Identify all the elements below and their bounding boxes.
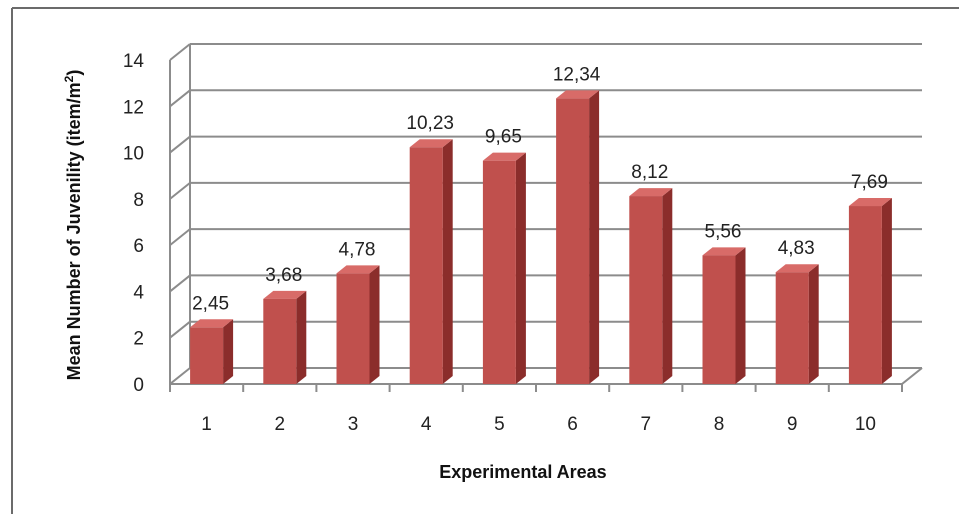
- data-label-2: 3,68: [265, 265, 302, 286]
- bar-top-8: [702, 247, 746, 256]
- bar-top-7: [629, 188, 673, 197]
- grid-connector-0: [169, 367, 191, 385]
- x-tick-label-5: 5: [494, 414, 505, 435]
- y-tick-label: 2: [133, 329, 144, 350]
- bar-2: [263, 298, 297, 384]
- bar-7: [629, 196, 663, 384]
- x-tick-label-7: 7: [641, 414, 652, 435]
- bar-side-3: [369, 265, 380, 384]
- y-tick-label: 14: [123, 51, 145, 72]
- data-label-3: 4,78: [339, 239, 376, 260]
- bar-side-7: [662, 188, 673, 384]
- data-label-1: 2,45: [192, 293, 229, 314]
- grid-connector-6: [169, 228, 191, 246]
- grid-connector-14: [169, 43, 191, 61]
- grid-connector-12: [169, 89, 191, 108]
- y-axis-title-close: ): [64, 70, 84, 76]
- x-tick-label-10: 10: [855, 414, 876, 435]
- data-labels: 2,45 3,68 4,78 10,23 9,65 12,34 8,12 5,56 4,83 7,…: [192, 64, 888, 314]
- y-tick-label: 10: [123, 144, 144, 165]
- data-label-7: 8,12: [631, 162, 668, 183]
- bar-top-6: [556, 90, 600, 99]
- grid-connector-4: [169, 274, 191, 293]
- bar-9: [775, 272, 809, 384]
- data-label-6: 12,34: [553, 64, 601, 85]
- bar-side-9: [808, 264, 819, 384]
- bar-side-5: [515, 152, 526, 384]
- grid-connector-8: [169, 182, 191, 200]
- bar-5: [482, 160, 516, 384]
- data-label-5: 9,65: [485, 127, 522, 148]
- data-label-4: 10,23: [406, 113, 454, 134]
- x-axis-title: Experimental Areas: [439, 462, 606, 482]
- x-tick-label-4: 4: [421, 414, 432, 435]
- y-axis-title: Mean Number of Juvenility (item/m2): [62, 70, 84, 381]
- bar-top-5: [482, 152, 526, 161]
- bar-top-2: [263, 290, 307, 299]
- bar-top-3: [336, 265, 380, 274]
- data-label-10: 7,69: [851, 172, 888, 193]
- bar-8: [702, 255, 736, 384]
- y-tick-label: 4: [133, 282, 144, 303]
- x-tick-label-1: 1: [201, 414, 212, 435]
- bar-side-8: [735, 247, 746, 384]
- data-label-9: 4,83: [778, 238, 815, 259]
- bar-4: [409, 147, 443, 384]
- bar-side-6: [589, 90, 600, 384]
- y-tick-label: 12: [123, 97, 144, 118]
- grid-connector-10: [169, 135, 191, 154]
- bar-1: [190, 327, 224, 384]
- data-label-8: 5,56: [705, 221, 742, 242]
- bar-top-9: [775, 264, 819, 273]
- bar-3: [336, 273, 370, 384]
- x-tick-label-6: 6: [567, 414, 578, 435]
- y-tick-label: 8: [133, 190, 144, 211]
- bar-top-1: [190, 319, 234, 328]
- y-tick-label: 0: [133, 375, 144, 396]
- bar-side-10: [881, 198, 892, 384]
- x-tick-label-3: 3: [348, 414, 359, 435]
- bar-side-1: [223, 319, 234, 384]
- bar-side-4: [442, 139, 453, 384]
- x-tick-label-9: 9: [787, 414, 798, 435]
- y-axis-title-main: Mean Number of Juvenility (item/m: [64, 82, 84, 380]
- bar-6: [556, 98, 590, 384]
- y-axis-title-superscript: 2: [62, 75, 76, 82]
- bar-side-2: [296, 290, 307, 384]
- bar-top-10: [848, 198, 892, 207]
- grid-lines: [169, 43, 922, 385]
- bar-top-4: [409, 139, 453, 148]
- bars: [190, 90, 892, 384]
- x-tick-label-8: 8: [714, 414, 725, 435]
- bar-10: [848, 206, 882, 384]
- x-tick-label-2: 2: [275, 414, 286, 435]
- chart-frame: [11, 7, 959, 514]
- y-tick-label: 6: [133, 236, 144, 257]
- floor-right-edge: [901, 367, 923, 385]
- grid-connector-2: [169, 320, 191, 339]
